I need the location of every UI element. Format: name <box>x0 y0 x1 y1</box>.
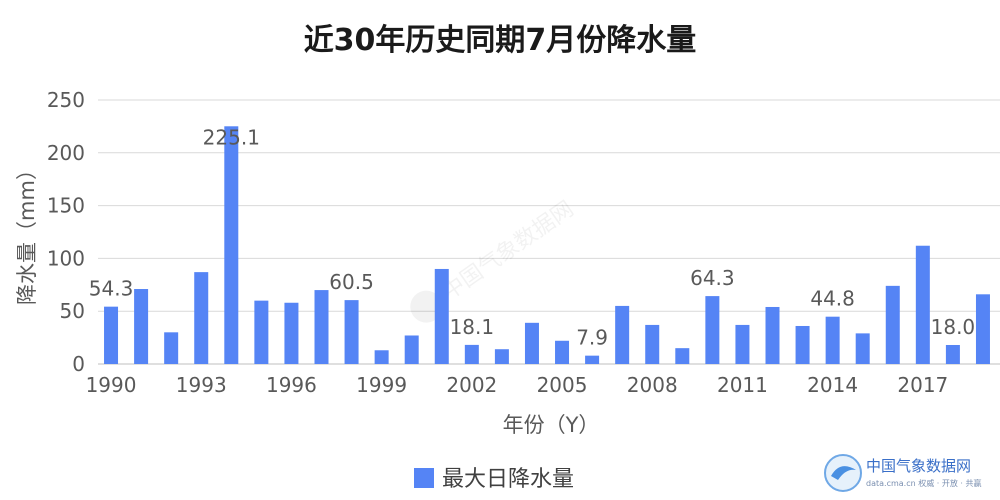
bar <box>164 332 179 364</box>
source-logo-text: 中国气象数据网 <box>866 457 971 475</box>
bar <box>915 245 930 364</box>
bar <box>314 290 329 364</box>
y-tick-label: 150 <box>47 194 85 218</box>
source-logo-subtext: data.cma.cn 权威 · 开放 · 共赢 <box>866 478 981 488</box>
bar <box>374 350 389 364</box>
watermark-text: 中国气象数据网 <box>438 197 579 306</box>
bars <box>104 126 990 364</box>
x-tick-label: 2002 <box>446 373 497 397</box>
source-logo-swoosh <box>831 466 856 480</box>
x-tick-label: 1996 <box>266 373 317 397</box>
bar <box>434 268 449 364</box>
bar <box>464 344 479 364</box>
legend-label: 最大日降水量 <box>442 467 574 492</box>
data-labels: 54.3 225.1 60.5 18.1 7.9 64.3 44.8 18.0 <box>89 125 975 349</box>
x-tick-label: 2011 <box>717 373 768 397</box>
data-label: 60.5 <box>329 270 374 294</box>
bar <box>494 349 509 364</box>
bar <box>795 325 810 364</box>
x-tick-labels: 1990 1993 1996 1999 2002 2005 2008 2011 2014 2017 <box>86 373 949 397</box>
source-logo: 中国气象数据网 data.cma.cn 权威 · 开放 · 共赢 <box>824 454 981 492</box>
bar <box>555 340 570 364</box>
data-label: 64.3 <box>690 266 735 290</box>
bar <box>524 322 539 364</box>
data-label: 18.1 <box>450 315 495 339</box>
bar <box>765 306 780 364</box>
x-tick-label: 2014 <box>807 373 858 397</box>
x-tick-label: 2005 <box>537 373 588 397</box>
data-label: 54.3 <box>89 277 134 301</box>
y-tick-label: 100 <box>47 246 85 270</box>
bar <box>945 344 960 364</box>
bar <box>344 300 359 364</box>
bar <box>104 306 119 364</box>
bar <box>615 305 630 364</box>
bar <box>675 348 690 364</box>
bar <box>885 285 900 364</box>
chart-title: 近30年历史同期7月份降水量 <box>304 23 697 58</box>
legend: 最大日降水量 <box>414 467 574 492</box>
bar <box>284 302 299 364</box>
bar <box>585 355 600 364</box>
x-tick-label: 1999 <box>356 373 407 397</box>
data-label: 18.0 <box>931 315 976 339</box>
watermark-logo-icon <box>410 290 443 323</box>
bar <box>975 294 990 364</box>
bar <box>404 335 419 364</box>
bar <box>705 296 720 364</box>
bar <box>855 333 870 364</box>
bar <box>735 324 750 364</box>
y-tick-label: 200 <box>47 141 85 165</box>
y-tick-labels: 0 50 100 150 200 250 <box>47 88 85 376</box>
source-logo-ring <box>824 454 862 492</box>
y-tick-label: 50 <box>60 299 85 323</box>
gridlines <box>98 99 1000 365</box>
y-tick-label: 0 <box>72 352 85 376</box>
bar <box>825 316 840 364</box>
legend-swatch <box>414 468 434 488</box>
x-tick-label: 2008 <box>627 373 678 397</box>
center-watermark: 中国气象数据网 <box>410 197 579 323</box>
data-label: 225.1 <box>203 125 260 149</box>
bar <box>134 289 149 364</box>
bar <box>254 300 269 364</box>
y-tick-label: 250 <box>47 88 85 112</box>
x-tick-label: 1993 <box>176 373 227 397</box>
y-axis-title: 降水量（mm） <box>15 159 39 305</box>
data-label: 7.9 <box>576 326 608 350</box>
x-tick-label: 1990 <box>86 373 137 397</box>
x-tick-label: 2017 <box>897 373 948 397</box>
data-label: 44.8 <box>810 287 855 311</box>
bar <box>645 324 660 364</box>
x-axis-title: 年份（Y） <box>503 413 600 437</box>
bar <box>224 126 239 364</box>
bar <box>194 272 209 364</box>
